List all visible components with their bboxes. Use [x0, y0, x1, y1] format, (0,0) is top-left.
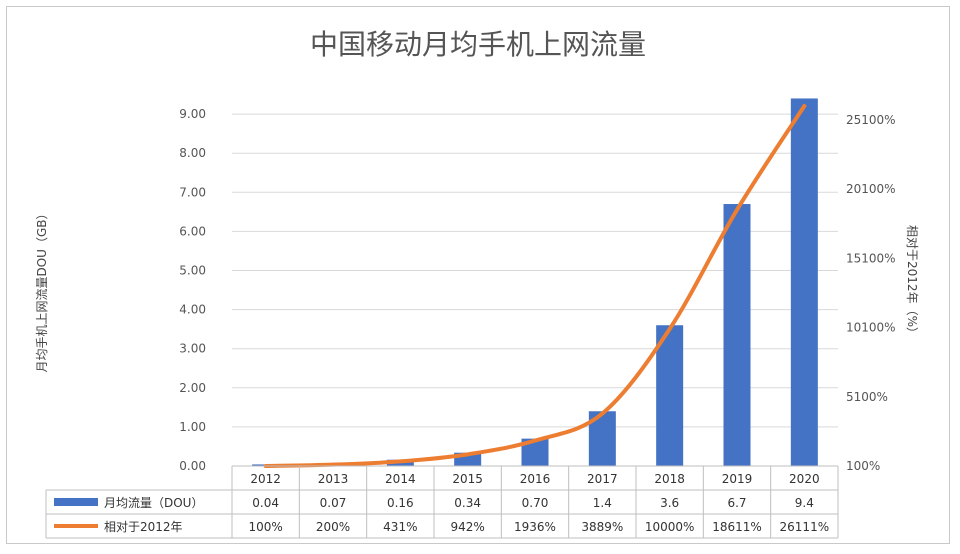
table-cell: 18611%	[712, 520, 762, 534]
x-tick-label: 2017	[587, 472, 618, 486]
table-cell: 1.4	[593, 496, 612, 510]
table-cell: 0.04	[252, 496, 279, 510]
bar	[790, 98, 818, 467]
legend-label: 相对于2012年	[104, 520, 183, 534]
table-cell: 0.34	[454, 496, 481, 510]
y-left-tick-label: 3.00	[179, 342, 206, 356]
y-left-tick-label: 5.00	[179, 264, 206, 278]
y-left-tick-label: 4.00	[179, 303, 206, 317]
legend-swatch-bar	[54, 498, 98, 506]
y-axis-left-ticks: 0.00 1.00 2.00 3.00 4.00 5.00 6.00 7.00 8.00 9.00	[179, 107, 206, 473]
y-left-tick-label: 2.00	[179, 381, 206, 395]
y-left-tick-label: 9.00	[179, 107, 206, 121]
y-right-tick-label: 100%	[846, 459, 880, 473]
table-cell: 942%	[451, 520, 485, 534]
x-tick-label: 2014	[385, 472, 416, 486]
y-left-tick-label: 1.00	[179, 420, 206, 434]
y-axis-right-ticks: 100% 5100% 10100% 15100% 20100% 25100%	[846, 113, 896, 473]
table-cell: 0.07	[320, 496, 347, 510]
table-cell: 0.70	[522, 496, 549, 510]
x-tick-label: 2019	[722, 472, 753, 486]
data-table: 2012 2013 2014 2015 2016 2017 2018 2019 2020 月均流量…	[45, 465, 839, 539]
x-tick-label: 2018	[654, 472, 685, 486]
x-tick-label: 2020	[789, 472, 820, 486]
x-tick-label: 2012	[250, 472, 281, 486]
table-cell: 431%	[383, 520, 417, 534]
y-left-tick-label: 6.00	[179, 224, 206, 238]
table-cell: 26111%	[780, 520, 830, 534]
y-right-tick-label: 10100%	[846, 321, 896, 335]
bar	[656, 325, 684, 466]
y-right-tick-label: 25100%	[846, 113, 896, 127]
x-tick-label: 2016	[520, 472, 551, 486]
table-cell: 3.6	[660, 496, 679, 510]
line-series-path	[263, 104, 807, 468]
chart-frame	[6, 6, 950, 544]
table-cell: 10000%	[645, 520, 695, 534]
y-axis-right-title: 相对于2012年（%）	[905, 225, 919, 339]
table-cell: 3889%	[581, 520, 623, 534]
y-right-tick-label: 20100%	[846, 182, 896, 196]
x-tick-label: 2015	[452, 472, 483, 486]
table-cell: 100%	[249, 520, 283, 534]
y-right-tick-label: 15100%	[846, 251, 896, 265]
y-axis-left-title: 月均手机上网流量DOU（GB）	[35, 207, 49, 372]
table-cell: 9.4	[795, 496, 814, 510]
y-left-tick-label: 8.00	[179, 146, 206, 160]
table-cell: 200%	[316, 520, 350, 534]
y-left-tick-label: 7.00	[179, 185, 206, 199]
table-cell: 6.7	[727, 496, 746, 510]
legend-label: 月均流量（DOU）	[104, 496, 203, 510]
table-cell: 1936%	[514, 520, 556, 534]
y-right-tick-label: 5100%	[846, 390, 888, 404]
bar	[723, 204, 751, 466]
bar-series	[252, 98, 818, 467]
y-left-tick-label: 0.00	[179, 459, 206, 473]
x-tick-label: 2013	[318, 472, 349, 486]
chart-title: 中国移动月均手机上网流量	[310, 28, 646, 61]
table-cell: 0.16	[387, 496, 414, 510]
